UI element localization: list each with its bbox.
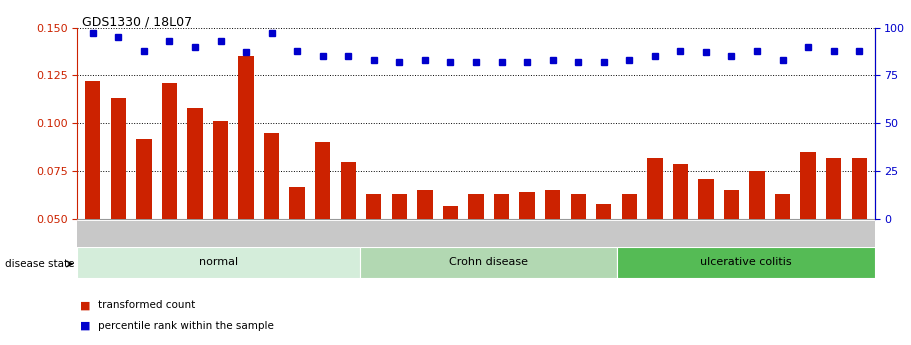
Bar	[315, 142, 331, 315]
Bar	[443, 206, 458, 315]
Text: normal: normal	[200, 257, 239, 267]
Bar	[137, 139, 151, 315]
Bar	[162, 83, 177, 315]
Bar	[392, 194, 407, 315]
Bar	[85, 81, 100, 315]
Text: Crohn disease: Crohn disease	[449, 257, 528, 267]
Bar	[672, 164, 688, 315]
Bar	[494, 194, 509, 315]
Text: ulcerative colitis: ulcerative colitis	[701, 257, 792, 267]
Text: GDS1330 / 18L07: GDS1330 / 18L07	[82, 16, 192, 29]
Bar	[570, 194, 586, 315]
Bar	[360, 247, 618, 278]
Bar	[826, 158, 842, 315]
Bar	[775, 194, 790, 315]
Text: transformed count: transformed count	[98, 300, 196, 310]
Bar	[341, 161, 356, 315]
Text: percentile rank within the sample: percentile rank within the sample	[98, 321, 274, 331]
Bar	[366, 194, 382, 315]
Bar	[468, 194, 484, 315]
Bar	[188, 108, 202, 315]
Bar	[647, 158, 662, 315]
Text: disease state: disease state	[5, 259, 74, 269]
Bar	[545, 190, 560, 315]
Bar	[77, 247, 360, 278]
Bar	[801, 152, 815, 315]
Bar	[290, 187, 305, 315]
Bar	[618, 247, 875, 278]
Bar	[698, 179, 713, 315]
Bar	[596, 204, 611, 315]
Bar	[750, 171, 764, 315]
Bar	[724, 190, 739, 315]
Bar	[852, 158, 867, 315]
Bar	[110, 98, 126, 315]
Text: ■: ■	[80, 321, 91, 331]
Bar	[519, 192, 535, 315]
Bar	[213, 121, 228, 315]
Bar	[239, 56, 254, 315]
Bar	[264, 133, 280, 315]
Text: ■: ■	[80, 300, 91, 310]
Bar	[621, 194, 637, 315]
Bar	[417, 190, 433, 315]
